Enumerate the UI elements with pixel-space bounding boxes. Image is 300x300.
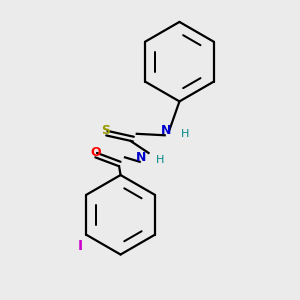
Text: S: S: [101, 124, 110, 137]
Text: I: I: [78, 239, 83, 254]
Text: N: N: [161, 124, 171, 137]
Text: N: N: [136, 151, 146, 164]
Text: H: H: [181, 129, 190, 139]
Text: H: H: [156, 155, 164, 165]
Text: O: O: [90, 146, 101, 159]
